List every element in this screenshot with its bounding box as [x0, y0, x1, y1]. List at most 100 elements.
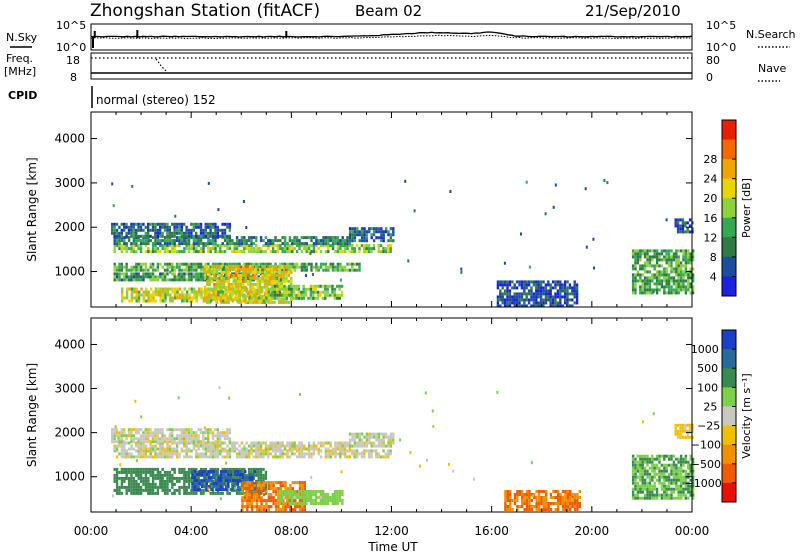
range-cell [209, 428, 212, 432]
range-cell [267, 239, 270, 243]
range-cell [319, 493, 322, 496]
range-cell [254, 297, 257, 301]
range-cell [195, 225, 198, 229]
range-cell [178, 479, 181, 483]
range-cell [389, 250, 392, 254]
range-cell [113, 449, 116, 453]
range-cell [243, 484, 247, 488]
range-cell [631, 457, 635, 461]
range-cell [307, 236, 311, 240]
range-cell [142, 488, 145, 492]
range-cell [585, 245, 588, 249]
range-cell [225, 267, 228, 271]
range-cell [687, 472, 690, 476]
y-tick-label: 2000 [54, 220, 85, 234]
range-cell [297, 284, 301, 288]
range-cell [149, 452, 152, 456]
range-cell [682, 255, 685, 259]
range-cell [537, 280, 540, 284]
range-cell [120, 467, 124, 471]
range-cell [516, 496, 519, 499]
range-cell [339, 441, 342, 445]
range-cell [525, 496, 529, 499]
range-cell [154, 452, 157, 456]
range-cell [123, 431, 126, 435]
range-cell [677, 288, 680, 292]
range-cell [331, 447, 335, 451]
range-cell [142, 290, 146, 294]
range-cell [187, 479, 191, 483]
range-cell [689, 273, 692, 277]
range-cell [539, 292, 543, 296]
range-cell [261, 273, 264, 277]
range-cell [353, 247, 356, 251]
range-cell [220, 482, 223, 486]
range-cell [563, 298, 567, 302]
range-cell [677, 273, 680, 277]
range-cell [161, 482, 164, 486]
range-cell [513, 286, 516, 290]
range-cell [504, 505, 507, 508]
range-cell [634, 279, 637, 283]
range-cell [653, 466, 656, 470]
range-cell [539, 301, 543, 305]
range-cell [636, 270, 640, 274]
range-cell [303, 487, 306, 491]
range-cell [689, 267, 692, 271]
range-cell [300, 455, 304, 459]
range-cell [272, 487, 275, 491]
range-cell [240, 244, 244, 248]
range-cell [185, 265, 188, 269]
range-cell [214, 476, 217, 480]
range-cell [348, 244, 352, 248]
range-cell [653, 288, 656, 292]
range-cell [202, 290, 206, 294]
range-cell [542, 502, 545, 505]
range-cell [195, 278, 198, 282]
range-cell [137, 225, 140, 229]
range-cell [279, 484, 282, 488]
range-cell [223, 449, 227, 453]
range-cell [532, 301, 536, 305]
range-cell [300, 502, 303, 505]
range-cell [240, 491, 244, 495]
range-cell [282, 300, 286, 304]
range-cell [561, 283, 564, 287]
range-cell [525, 505, 529, 508]
range-cell [271, 296, 274, 300]
range-cell [687, 481, 690, 485]
range-cell [368, 230, 371, 234]
range-cell [256, 288, 259, 292]
range-cell [356, 444, 359, 448]
range-cell [639, 291, 642, 295]
range-cell [238, 485, 241, 489]
range-cell [509, 490, 512, 493]
range-cell [250, 499, 254, 503]
range-cell [130, 440, 133, 444]
range-cell [563, 283, 567, 287]
range-cell [228, 225, 231, 229]
range-cell [559, 289, 562, 293]
range-cell [166, 290, 170, 294]
range-cell [139, 437, 143, 441]
range-cell [199, 247, 203, 251]
range-cell [676, 218, 680, 222]
range-cell [634, 496, 637, 500]
range-cell [260, 508, 263, 512]
range-cell [139, 434, 143, 438]
range-cell [280, 284, 284, 288]
range-cell [322, 239, 325, 243]
range-cell [132, 225, 135, 229]
range-cell [238, 299, 242, 303]
range-cell [556, 289, 560, 293]
range-cell [509, 499, 512, 502]
range-cell [127, 434, 131, 438]
range-cell [142, 440, 145, 444]
range-cell [679, 264, 683, 268]
range-cell [561, 496, 565, 499]
range-cell [336, 490, 339, 493]
range-cell [670, 288, 673, 292]
range-cell [151, 222, 155, 226]
range-cell [113, 268, 116, 272]
range-cell [343, 244, 347, 248]
